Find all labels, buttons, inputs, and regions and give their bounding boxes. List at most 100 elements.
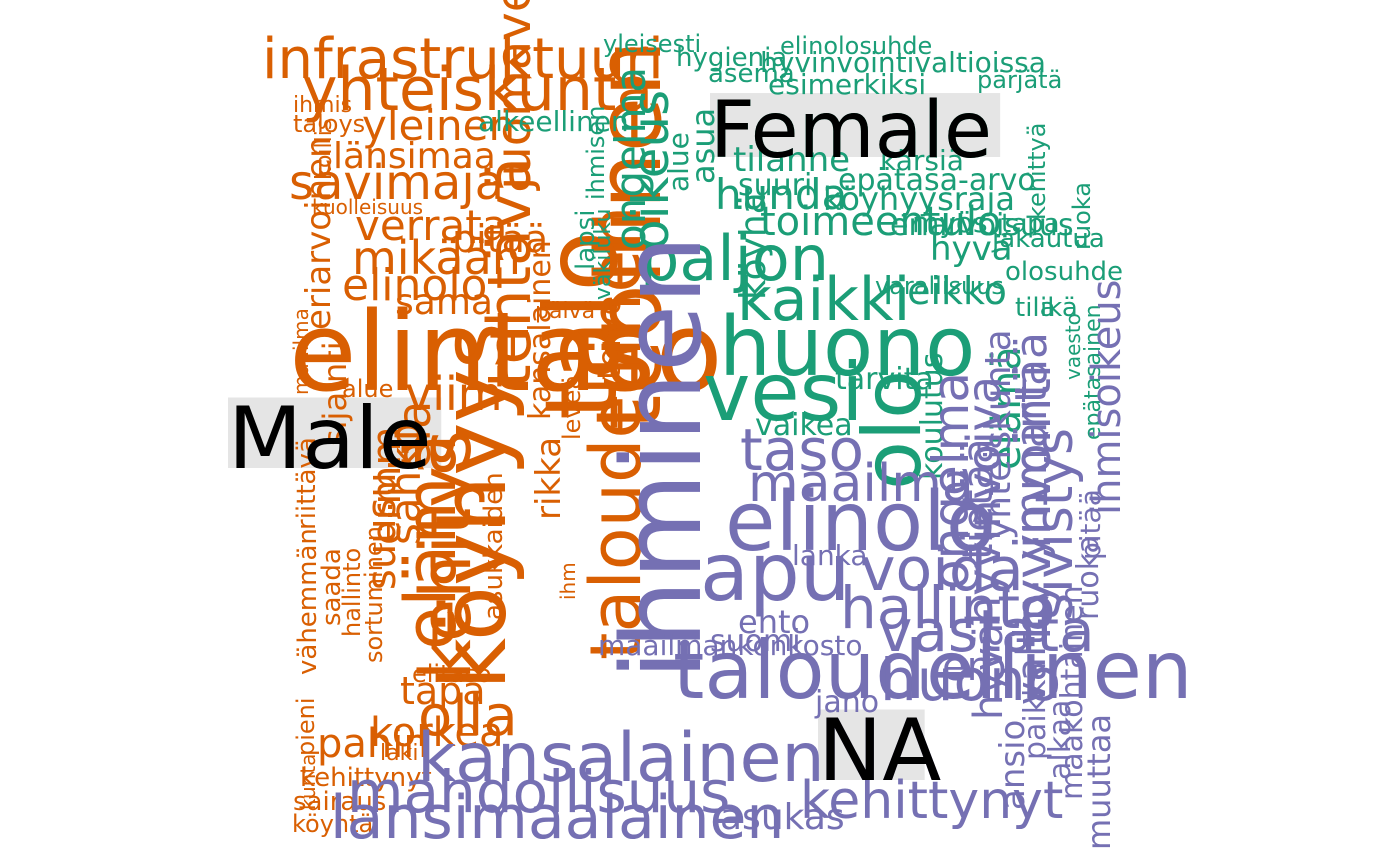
cloud-word-male: kehittynyt	[300, 763, 432, 793]
cloud-word-male: riittävä	[292, 437, 322, 530]
cloud-word-male: teollinen	[577, 40, 682, 430]
cloud-words: infrastruktuuriyhteiskuntateollinenihmis…	[228, 0, 1193, 853]
cloud-word-male: sijainti	[316, 341, 354, 446]
cloud-word-na: ihmisoikeus	[1084, 279, 1130, 515]
cloud-word-male: maailma	[289, 308, 313, 395]
cloud-word-na: ymmärtää	[1006, 332, 1057, 560]
cloud-word-female: asua	[684, 108, 722, 184]
cloud-word-male: talo	[523, 231, 640, 420]
cloud-word-female: vaikea	[755, 408, 853, 443]
cloud-word-female: heikko	[883, 269, 1007, 313]
cloud-word-na: paikka	[1018, 662, 1053, 760]
cloud-word-female: köyhyysraja	[823, 180, 1015, 218]
cloud-word-male: terve	[590, 296, 628, 380]
cloud-word-na: kansalainen	[417, 719, 825, 798]
cloud-word-na: hallinto	[840, 574, 1056, 642]
cloud-word-female: yleisesti	[603, 30, 701, 58]
cloud-word-male: mikään	[352, 231, 521, 285]
cloud-word-male: rikka	[529, 437, 569, 520]
cloud-word-male: taloudellinen	[575, 205, 657, 660]
cloud-word-male: kuolleisuus	[312, 195, 423, 219]
cloud-word-male: elitaso	[412, 660, 491, 688]
cloud-word-male: verrata	[355, 201, 507, 250]
cloud-word-male: elinolo	[342, 260, 487, 311]
cloud-word-female: olosuhde	[1005, 257, 1123, 287]
cloud-word-male: eriarvoinen	[299, 136, 339, 330]
cloud-word-na: apu	[700, 526, 851, 619]
cloud-word-male: elämä	[390, 434, 472, 651]
cloud-word-female: koulutus	[915, 353, 950, 480]
cloud-word-female: tilanne	[733, 140, 850, 180]
cloud-word-female: epätasa-arvo	[838, 163, 1036, 198]
cloud-word-na: ihminen	[598, 235, 726, 680]
cloud-word-na: lanka	[792, 539, 868, 572]
cloud-word-female: vesi	[703, 346, 863, 439]
cloud-word-male: sairaus	[293, 787, 386, 817]
group-labels	[228, 93, 1001, 780]
cloud-word-female: toimeentulo	[760, 199, 1001, 245]
cloud-word-male: pieni	[292, 697, 320, 756]
cloud-word-male: viim	[405, 367, 503, 421]
cloud-word-male: yhteiskunta	[302, 55, 653, 125]
cloud-word-male: sortuminen	[360, 526, 388, 663]
cloud-word-male: vähemmän	[293, 528, 323, 675]
cloud-word-male: laki	[380, 741, 418, 766]
cloud-word-na: hyvä	[966, 623, 1012, 720]
group-label-na: NA	[818, 701, 941, 801]
cloud-word-na: muuttaa	[1080, 714, 1118, 850]
cloud-word-male: ihmis	[293, 93, 352, 118]
cloud-word-na: kehittynyt	[800, 771, 1063, 831]
cloud-word-na: alkaa	[1043, 700, 1078, 780]
cloud-word-female: jakautua	[991, 224, 1105, 254]
cloud-word-male: ermm	[364, 427, 410, 545]
cloud-word-female: tarvita	[835, 362, 934, 397]
cloud-word-male: pahin	[317, 721, 429, 767]
cloud-word-male: kunta	[296, 754, 320, 810]
cloud-word-female: hyvä	[930, 229, 1013, 269]
cloud-word-female: kaikki	[737, 265, 910, 335]
cloud-word-male: ela	[387, 401, 441, 470]
cloud-word-male: juomavesi	[486, 0, 542, 191]
group-label-female: Female	[710, 86, 992, 176]
cloud-word-male: ihm	[556, 562, 580, 600]
cloud-word-na: maailma	[748, 454, 974, 514]
cloud-word-na: ehto	[738, 603, 810, 641]
cloud-word-male: taloys	[293, 110, 365, 138]
cloud-word-na: taso	[740, 416, 864, 484]
cloud-word-female: paljon	[640, 222, 829, 295]
cloud-word-female: tapa	[1001, 209, 1060, 239]
cloud-word-male: länsimaa	[333, 136, 496, 177]
cloud-word-female: ongelma	[606, 67, 655, 250]
cloud-word-female: suuri	[738, 168, 812, 203]
cloud-word-male: suusu	[359, 472, 405, 590]
cloud-word-female: myös	[912, 206, 988, 239]
cloud-word-na: ruoka	[1071, 535, 1106, 620]
cloud-word-male: leveä	[558, 375, 586, 440]
cloud-word-female: köyhä	[733, 192, 774, 300]
cloud-word-female: hyvinvointivaltioissa	[760, 46, 1046, 79]
cloud-word-female: huono	[719, 300, 975, 395]
cloud-word-female: tila	[1015, 293, 1056, 323]
cloud-word-na: jano	[814, 685, 879, 720]
cloud-word-female: elinolosuhde	[780, 32, 932, 60]
cloud-word-male: sähkö	[381, 422, 430, 545]
cloud-word-female: pärjätä	[977, 66, 1062, 94]
cloud-word-male: koillis	[312, 119, 337, 180]
cloud-word-female: alue	[662, 132, 695, 192]
cloud-word-male: tapa	[400, 669, 486, 713]
cloud-word-male: sama	[395, 282, 493, 323]
cloud-word-male: pitää	[452, 217, 548, 261]
cloud-word-na: voida	[860, 535, 1024, 605]
cloud-word-na: valtio	[1009, 594, 1055, 705]
cloud-word-female: hygienia	[676, 43, 787, 73]
cloud-word-male: olla	[418, 684, 518, 749]
cloud-word-na: huono	[880, 646, 1061, 714]
cloud-word-na: ero	[942, 644, 1007, 690]
cloud-word-na: suomi	[710, 624, 801, 659]
cloud-word-male: kansalainen	[523, 240, 558, 420]
cloud-word-female: olo	[846, 370, 939, 490]
cloud-word-female: kehittyä	[1023, 123, 1051, 220]
cloud-word-male: tehtävä	[475, 157, 545, 388]
cloud-word-na: mahdollisuus	[347, 758, 730, 826]
